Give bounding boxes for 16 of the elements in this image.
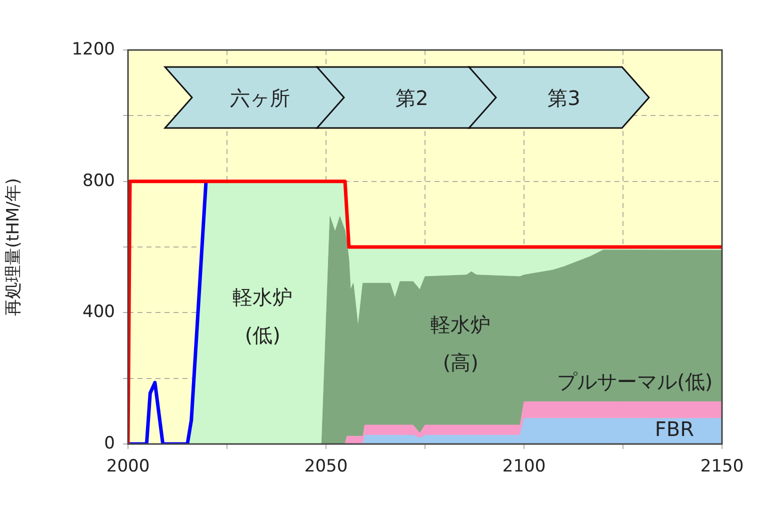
y-tick-label: 800 [82,170,115,191]
annotation: 第2 [396,86,428,110]
series-label: 軽水炉 (高) [430,312,491,375]
x-tick-label: 2050 [304,456,348,477]
x-tick-label: 2000 [106,456,150,477]
annotation: 第3 [548,86,580,110]
x-tick-label: 2150 [700,456,744,477]
x-tick-label: 2100 [502,456,546,477]
series-label: プルサーマル(低) [557,369,713,394]
y-tick-label: 0 [104,433,115,454]
y-tick-label: 1200 [72,39,115,60]
series-label: 軽水炉 (低) [232,284,293,347]
y-axis-title: 再処理量(tHM/年) [4,178,24,316]
annotation: 六ヶ所 [230,86,290,110]
y-tick-label: 400 [82,302,115,322]
series-label: FBR [654,417,694,442]
